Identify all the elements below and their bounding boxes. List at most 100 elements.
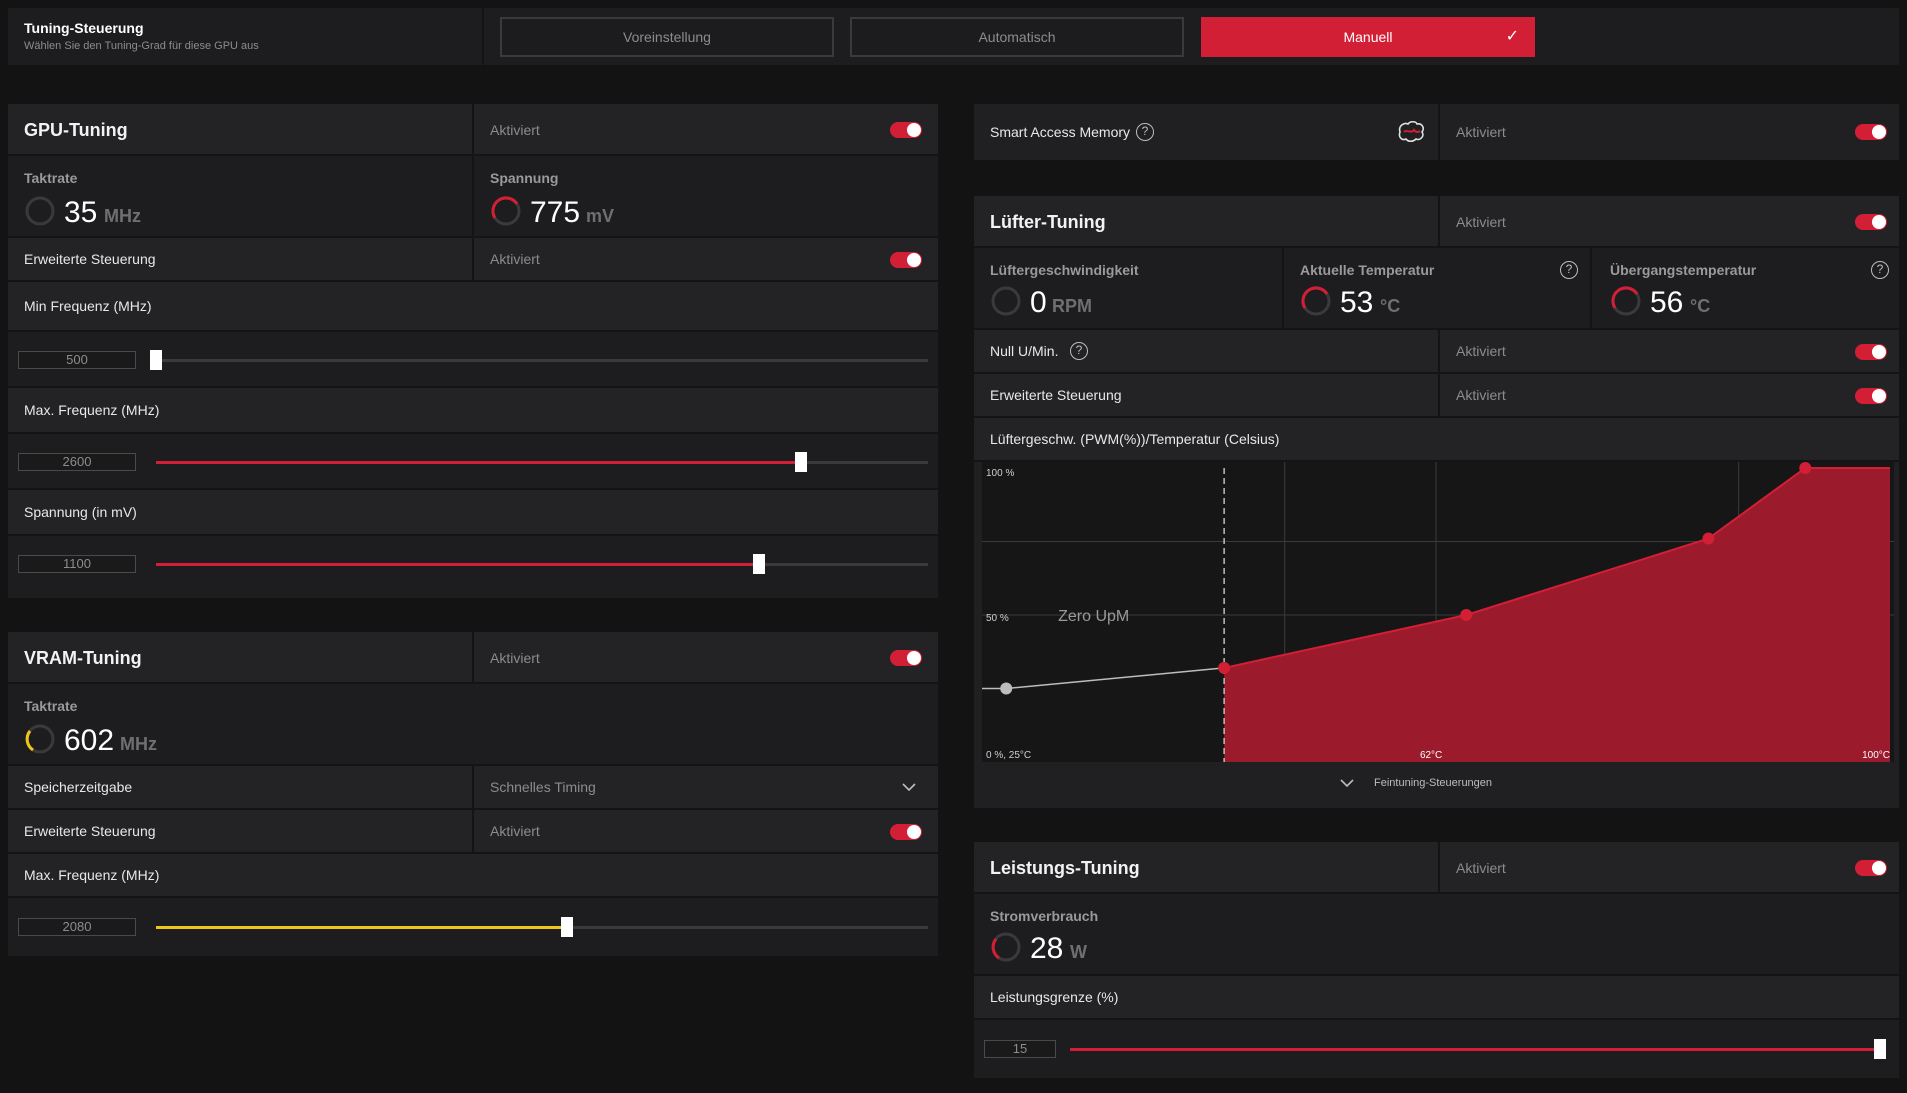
vram-clock-unit: MHz xyxy=(120,734,157,754)
divider xyxy=(1438,842,1440,892)
zero-rpm-chart-label: Zero UpM xyxy=(1058,608,1129,625)
divider xyxy=(1438,196,1440,246)
fan-speed-unit: RPM xyxy=(1052,296,1092,316)
voltage-input[interactable]: 1100 xyxy=(18,555,136,573)
gpu-clock-value: 35 xyxy=(64,196,98,229)
power-consumption-label: Stromverbrauch xyxy=(990,908,1099,924)
vram-max-freq-label-row: Max. Frequenz (MHz) xyxy=(8,854,938,898)
gpu-tuning-header: GPU-Tuning Aktiviert xyxy=(8,104,938,156)
help-icon[interactable]: ? xyxy=(1136,123,1154,141)
fan-curve-point[interactable] xyxy=(1218,661,1231,674)
vram-max-freq-label: Max. Frequenz (MHz) xyxy=(24,867,160,883)
current-temp-label: Aktuelle Temperatur xyxy=(1300,262,1435,278)
vram-advanced-status: Aktiviert xyxy=(490,823,540,839)
x-tick-62: 62°C xyxy=(1420,750,1442,761)
vram-tuning-toggle[interactable] xyxy=(890,650,922,666)
fan-metrics-row: Lüftergeschwindigkeit 0 RPM Aktuelle Tem… xyxy=(974,248,1899,330)
power-limit-thumb[interactable] xyxy=(1874,1039,1886,1059)
memory-timing-value[interactable]: Schnelles Timing xyxy=(490,779,596,795)
help-icon[interactable]: ? xyxy=(1560,261,1578,279)
junction-temp-unit: °C xyxy=(1690,296,1711,316)
automatic-button[interactable]: Automatisch xyxy=(850,17,1184,57)
gpu-advanced-toggle[interactable] xyxy=(890,252,922,268)
junction-temp-gauge-icon xyxy=(1611,286,1641,316)
fan-tuning-status: Aktiviert xyxy=(1456,214,1506,230)
vram-advanced-label: Erweiterte Steuerung xyxy=(24,823,156,839)
zero-rpm-toggle[interactable] xyxy=(1855,344,1887,360)
vram-max-freq-input[interactable]: 2080 xyxy=(18,918,136,936)
chevron-down-icon[interactable] xyxy=(902,782,916,792)
power-tuning-toggle[interactable] xyxy=(1855,860,1887,876)
manual-label: Manuell xyxy=(1343,29,1393,45)
vram-tuning-panel: VRAM-Tuning Aktiviert Taktrate 602 MHz S… xyxy=(8,632,938,956)
fine-tune-toggle[interactable]: Feintuning-Steuerungen xyxy=(974,768,1899,804)
fan-speed-gauge-icon xyxy=(991,286,1021,316)
power-tuning-title: Leistungs-Tuning xyxy=(990,858,1140,878)
power-limit-fill xyxy=(1070,1048,1880,1051)
min-freq-slider[interactable] xyxy=(150,350,928,370)
gpu-tuning-title: GPU-Tuning xyxy=(24,120,128,140)
gpu-tuning-toggle[interactable] xyxy=(890,122,922,138)
fan-advanced-toggle[interactable] xyxy=(1855,388,1887,404)
help-icon[interactable]: ? xyxy=(1070,342,1088,360)
fan-curve-line-inactive xyxy=(982,667,1225,690)
chevron-down-icon xyxy=(1340,779,1354,788)
memory-timing-row[interactable]: Speicherzeitgabe Schnelles Timing xyxy=(8,766,938,810)
tuning-control-bar: Tuning-Steuerung Wählen Sie den Tuning-G… xyxy=(8,8,1899,65)
smart-access-memory-panel: Smart Access Memory ? Aktiviert xyxy=(974,104,1899,160)
vram-advanced-toggle[interactable] xyxy=(890,824,922,840)
power-metrics-row: Stromverbrauch 28 W xyxy=(974,894,1899,976)
max-freq-input[interactable]: 2600 xyxy=(18,453,136,471)
power-limit-input[interactable]: 15 xyxy=(984,1040,1056,1058)
voltage-fill xyxy=(156,563,759,566)
gpu-clock-unit: MHz xyxy=(104,206,141,226)
fan-curve-title-row: Lüftergeschw. (PWM(%))/Temperatur (Celsi… xyxy=(974,418,1899,462)
max-freq-label: Max. Frequenz (MHz) xyxy=(24,402,160,418)
max-freq-label-row: Max. Frequenz (MHz) xyxy=(8,388,938,434)
divider xyxy=(1438,330,1440,372)
gpu-advanced-status: Aktiviert xyxy=(490,251,540,267)
fan-advanced-status: Aktiviert xyxy=(1456,387,1506,403)
zero-rpm-label: Null U/Min. xyxy=(990,343,1059,359)
power-limit-label: Leistungsgrenze (%) xyxy=(990,989,1119,1005)
vram-max-freq-slider[interactable] xyxy=(156,917,928,937)
fan-advanced-label: Erweiterte Steuerung xyxy=(990,387,1122,403)
manual-button[interactable]: Manuell ✓ xyxy=(1201,17,1535,57)
zero-rpm-row: Null U/Min. ? Aktiviert xyxy=(974,330,1899,374)
fan-curve-point[interactable] xyxy=(1799,462,1812,474)
header-title: Tuning-Steuerung xyxy=(24,20,144,36)
help-icon[interactable]: ? xyxy=(1871,261,1889,279)
sam-toggle[interactable] xyxy=(1855,124,1887,140)
current-temp-gauge-icon xyxy=(1301,286,1331,316)
gpu-advanced-row: Erweiterte Steuerung Aktiviert xyxy=(8,238,938,282)
voltage-slider[interactable] xyxy=(156,554,928,574)
fan-curve-point[interactable] xyxy=(1702,532,1715,545)
power-limit-slider[interactable] xyxy=(1070,1039,1886,1059)
fan-curve-point[interactable] xyxy=(1000,682,1013,695)
voltage-thumb[interactable] xyxy=(752,554,765,574)
fan-speed-value: 0 xyxy=(1030,286,1047,319)
fan-tuning-title: Lüfter-Tuning xyxy=(990,212,1106,232)
power-tuning-status: Aktiviert xyxy=(1456,860,1506,876)
min-freq-input[interactable]: 500 xyxy=(18,351,136,369)
max-freq-slider[interactable] xyxy=(156,452,928,472)
fan-curve-point[interactable] xyxy=(1460,609,1473,621)
fan-curve-svg[interactable]: Zero UpM 100 % 50 % 0 %, 25°C 62°C 100°C xyxy=(982,462,1894,762)
y-tick-100: 100 % xyxy=(986,468,1014,479)
preset-button[interactable]: Voreinstellung xyxy=(500,17,834,57)
max-freq-thumb[interactable] xyxy=(794,452,807,472)
vram-max-freq-thumb[interactable] xyxy=(560,917,573,937)
gpu-metrics-row: Taktrate 35 MHz Spannung 775 mV xyxy=(8,156,938,238)
divider xyxy=(472,632,474,682)
min-freq-thumb[interactable] xyxy=(150,350,162,370)
fan-curve-area xyxy=(1224,468,1890,762)
power-tuning-panel: Leistungs-Tuning Aktiviert Stromverbrauc… xyxy=(974,842,1899,1078)
fan-tuning-toggle[interactable] xyxy=(1855,214,1887,230)
header-subtitle: Wählen Sie den Tuning-Grad für diese GPU… xyxy=(24,40,259,52)
vram-tuning-status: Aktiviert xyxy=(490,650,540,666)
fan-curve-chart[interactable]: Zero UpM 100 % 50 % 0 %, 25°C 62°C 100°C xyxy=(982,462,1894,762)
x-tick-100: 100°C xyxy=(1862,750,1890,761)
current-temp-value: 53 xyxy=(1340,286,1374,319)
vram-advanced-row: Erweiterte Steuerung Aktiviert xyxy=(8,810,938,854)
fan-speed-label: Lüftergeschwindigkeit xyxy=(990,262,1139,278)
